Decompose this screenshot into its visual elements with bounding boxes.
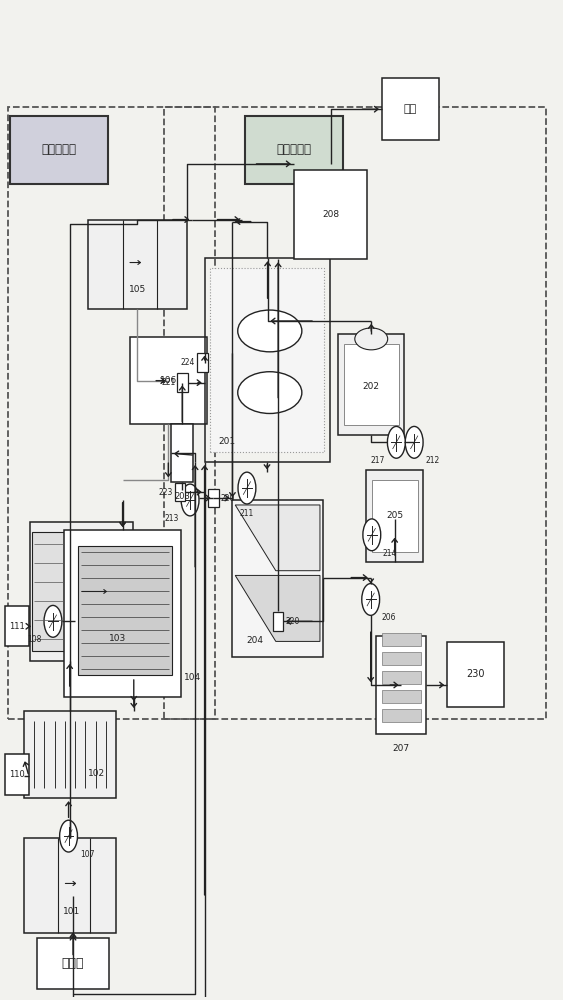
Text: 110: 110 <box>10 770 25 779</box>
Circle shape <box>238 472 256 504</box>
FancyBboxPatch shape <box>32 532 66 651</box>
Text: 208: 208 <box>322 210 339 219</box>
Text: 205: 205 <box>386 511 403 520</box>
FancyBboxPatch shape <box>175 483 185 501</box>
Text: 105: 105 <box>128 285 146 294</box>
FancyBboxPatch shape <box>372 480 418 552</box>
FancyBboxPatch shape <box>208 489 219 507</box>
FancyBboxPatch shape <box>10 116 108 184</box>
Polygon shape <box>235 575 320 641</box>
Circle shape <box>44 605 62 637</box>
FancyBboxPatch shape <box>382 633 421 646</box>
Text: 223: 223 <box>159 488 173 497</box>
FancyBboxPatch shape <box>382 690 421 703</box>
FancyBboxPatch shape <box>29 522 133 661</box>
Text: 浓盐水: 浓盐水 <box>62 957 84 970</box>
Circle shape <box>181 484 199 516</box>
Text: 103: 103 <box>109 634 126 643</box>
Text: 214: 214 <box>383 549 397 558</box>
FancyBboxPatch shape <box>233 500 323 657</box>
Text: 预处理工段: 预处理工段 <box>41 143 76 156</box>
Ellipse shape <box>238 372 302 413</box>
FancyBboxPatch shape <box>24 711 116 798</box>
Circle shape <box>363 519 381 551</box>
FancyBboxPatch shape <box>171 424 194 482</box>
FancyBboxPatch shape <box>130 337 207 424</box>
Text: 111: 111 <box>10 622 25 631</box>
FancyBboxPatch shape <box>447 642 504 707</box>
FancyBboxPatch shape <box>78 546 172 675</box>
Ellipse shape <box>355 328 388 350</box>
Text: 217: 217 <box>371 456 385 465</box>
Text: 206: 206 <box>382 613 396 622</box>
FancyBboxPatch shape <box>294 170 367 259</box>
Text: 膜浓缩工段: 膜浓缩工段 <box>277 143 312 156</box>
FancyBboxPatch shape <box>382 652 421 665</box>
Circle shape <box>362 584 379 615</box>
Text: 220: 220 <box>221 494 235 503</box>
FancyBboxPatch shape <box>24 838 116 933</box>
FancyBboxPatch shape <box>382 671 421 684</box>
Text: 101: 101 <box>63 907 81 916</box>
FancyBboxPatch shape <box>37 938 109 989</box>
FancyBboxPatch shape <box>382 709 421 722</box>
Ellipse shape <box>238 310 302 352</box>
Text: 212: 212 <box>425 456 440 465</box>
FancyBboxPatch shape <box>338 334 404 435</box>
Circle shape <box>387 426 405 458</box>
Circle shape <box>405 426 423 458</box>
FancyBboxPatch shape <box>64 530 181 697</box>
Text: 202: 202 <box>363 382 380 391</box>
Text: 220: 220 <box>285 617 300 626</box>
Text: 102: 102 <box>88 769 105 778</box>
FancyBboxPatch shape <box>87 220 187 309</box>
Circle shape <box>60 820 78 852</box>
Text: 107: 107 <box>80 850 94 859</box>
FancyBboxPatch shape <box>5 754 29 795</box>
Text: 201: 201 <box>218 437 236 446</box>
Text: 211: 211 <box>240 509 254 518</box>
Text: 207: 207 <box>393 744 410 753</box>
Text: 106: 106 <box>160 376 177 385</box>
Polygon shape <box>235 505 320 571</box>
FancyBboxPatch shape <box>382 78 439 140</box>
FancyBboxPatch shape <box>273 612 283 631</box>
Text: 203: 203 <box>175 492 190 501</box>
FancyBboxPatch shape <box>197 353 208 372</box>
Text: 104: 104 <box>184 673 201 682</box>
FancyBboxPatch shape <box>5 606 29 646</box>
FancyBboxPatch shape <box>210 268 324 452</box>
FancyBboxPatch shape <box>344 344 399 425</box>
Text: 204: 204 <box>247 636 263 645</box>
Text: 224: 224 <box>181 358 195 367</box>
Text: 230: 230 <box>466 669 485 679</box>
Text: 回用: 回用 <box>404 104 417 114</box>
Text: 221: 221 <box>161 378 175 387</box>
FancyBboxPatch shape <box>245 116 343 184</box>
FancyBboxPatch shape <box>376 636 426 734</box>
FancyBboxPatch shape <box>367 470 423 562</box>
Text: 213: 213 <box>164 514 179 523</box>
Text: 108: 108 <box>28 635 42 644</box>
FancyBboxPatch shape <box>177 373 187 392</box>
